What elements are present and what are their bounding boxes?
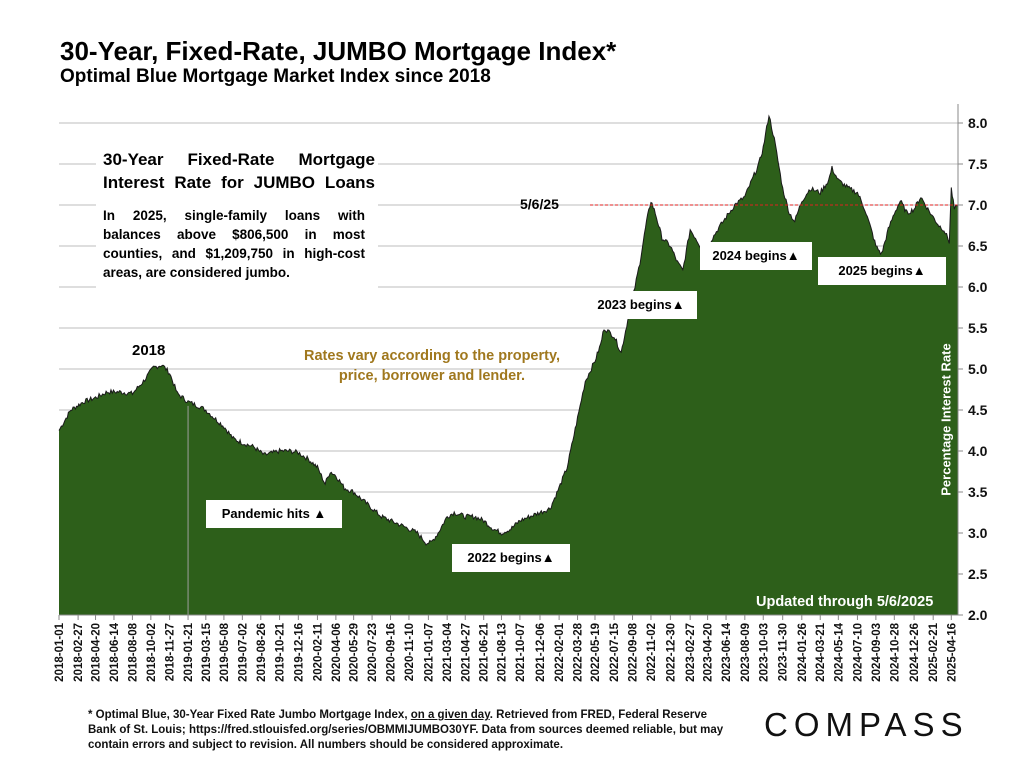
x-tick-label: 2022-11-02: [646, 623, 658, 681]
x-tick-label: 2024-01-26: [797, 623, 809, 682]
footnote-text-1: * Optimal Blue, 30-Year Fixed Rate Jumbo…: [88, 709, 411, 721]
y-tick-label: 5.5: [968, 320, 988, 336]
x-tick-label: 2025-02-21: [928, 622, 940, 681]
y-tick-label: 8.0: [968, 115, 988, 131]
x-tick-label: 2023-02-27: [685, 623, 697, 682]
x-tick-label: 2019-12-16: [293, 623, 305, 682]
page-subtitle: Optimal Blue Mortgage Market Index since…: [60, 66, 491, 87]
info-box: [96, 144, 378, 290]
footnote-underlined: on a given day: [410, 709, 490, 721]
x-tick-label: 2024-03-21: [815, 622, 827, 681]
page-title: 30-Year, Fixed-Rate, JUMBO Mortgage Inde…: [60, 36, 617, 66]
x-tick-label: 2023-06-14: [721, 622, 733, 681]
y-tick-label: 4.5: [968, 402, 988, 418]
x-tick-label: 2018-06-14: [109, 622, 121, 681]
x-tick-label: 2018-01-01: [54, 622, 66, 681]
x-tick-label: 2021-08-13: [496, 623, 508, 682]
x-tick-label: 2018-10-02: [146, 623, 158, 682]
y-tick-label: 3.0: [968, 525, 988, 541]
x-tick-label: 2023-11-30: [778, 623, 790, 681]
x-tick-label: 2021-03-04: [442, 622, 454, 681]
x-tick-label: 2020-05-29: [349, 623, 361, 682]
y-tick-label: 6.5: [968, 238, 988, 254]
compass-logo: COMPASS: [764, 706, 969, 743]
rate-line: [58, 114, 959, 546]
y-tick-label: 3.5: [968, 484, 988, 500]
footnote-text-2: . Retrieved from FRED, Federal Reserve B…: [88, 709, 724, 751]
x-tick-label: 2020-07-23: [367, 623, 379, 682]
x-tick-label: 2018-02-27: [73, 623, 85, 682]
x-tick-label: 2020-04-06: [331, 623, 343, 682]
x-tick-label: 2021-06-21: [479, 622, 491, 681]
info-box-body: In 2025, single-family loans with balanc…: [103, 208, 365, 280]
rates-vary-note: Rates vary according to the property, pr…: [304, 348, 560, 384]
y-axis-ticks: 2.0 2.5 3.0 3.5 4.0 4.5 5.0 5.5 6.0 6.5 7.0 7.5 8.0: [958, 115, 988, 623]
begins-2024-label: 2024 begins▲: [700, 242, 812, 270]
x-tick-label: 2019-07-02: [237, 623, 249, 682]
x-tick-label: 2019-01-21: [183, 622, 195, 681]
x-tick-label: 2020-02-11: [312, 622, 324, 681]
x-tick-label: 2022-12-30: [665, 623, 677, 682]
y-tick-label: 2.0: [968, 607, 988, 623]
x-tick-label: 2023-04-20: [703, 623, 715, 682]
x-axis-ticks: 2018-01-01 2018-02-27 2018-04-20 2018-06-14…: [54, 615, 958, 682]
x-tick-label: 2022-07-15: [609, 622, 621, 681]
x-tick-label: 2025-04-16: [946, 623, 958, 682]
x-tick-label: 2020-11-10: [404, 623, 416, 681]
y-tick-label: 7.5: [968, 156, 988, 172]
x-tick-label: 2021-12-06: [535, 623, 547, 682]
x-tick-label: 2022-05-19: [590, 623, 602, 682]
y-axis-title: Percentage Interest Rate: [938, 343, 954, 496]
x-tick-label: 2021-10-07: [515, 623, 527, 682]
begins-2022-label: 2022 begins▲: [452, 544, 570, 572]
y-tick-label: 6.0: [968, 279, 988, 295]
x-tick-label: 2018-11-27: [165, 623, 177, 681]
x-tick-label: 2022-03-28: [573, 622, 585, 681]
x-tick-label: 2019-05-08: [219, 622, 231, 681]
source-footnote: * Optimal Blue, 30-Year Fixed Rate Jumbo…: [88, 708, 733, 753]
x-tick-label: 2024-12-26: [909, 623, 921, 682]
x-tick-label: 2021-04-27: [460, 623, 472, 682]
x-tick-label: 2021-01-07: [423, 623, 435, 682]
pandemic-label: Pandemic hits ▲: [206, 500, 342, 528]
updated-through-label: Updated through 5/6/2025: [756, 594, 934, 610]
info-box-heading: 30-Year Fixed-Rate Mortgage Interest Rat…: [103, 150, 375, 192]
y-tick-label: 5.0: [968, 361, 988, 377]
x-tick-label: 2022-02-01: [554, 622, 566, 681]
rate-area: [59, 116, 958, 615]
x-tick-label: 2024-10-28: [889, 622, 901, 681]
begins-2023-label: 2023 begins▲: [585, 291, 697, 319]
x-tick-label: 2019-10-21: [275, 622, 287, 681]
x-tick-label: 2018-08-08: [127, 622, 139, 681]
y-tick-label: 2.5: [968, 566, 988, 582]
x-tick-label: 2024-09-03: [871, 623, 883, 682]
x-tick-label: 2024-07-10: [852, 623, 864, 682]
y-tick-label: 4.0: [968, 443, 988, 459]
x-tick-label: 2019-03-15: [201, 622, 213, 681]
reference-date-label: 5/6/25: [520, 196, 559, 212]
x-tick-label: 2023-10-03: [758, 623, 770, 682]
x-tick-label: 2022-09-08: [628, 622, 640, 681]
x-tick-label: 2018-04-20: [91, 623, 103, 682]
year-2018-label: 2018: [132, 342, 166, 359]
x-tick-label: 2020-09-16: [386, 623, 398, 682]
x-tick-label: 2024-05-14: [833, 622, 845, 681]
x-tick-label: 2019-08-26: [256, 623, 268, 682]
begins-2025-label: 2025 begins▲: [818, 257, 946, 285]
y-tick-label: 7.0: [968, 197, 988, 213]
x-tick-label: 2023-08-09: [740, 623, 752, 682]
